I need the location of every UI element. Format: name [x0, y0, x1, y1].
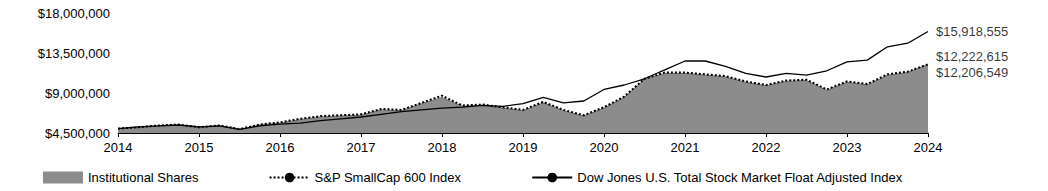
svg-text:Dow Jones U.S. Total Stock Mar: Dow Jones U.S. Total Stock Market Float … — [577, 170, 902, 185]
svg-text:2020: 2020 — [590, 140, 619, 155]
svg-text:2023: 2023 — [833, 140, 862, 155]
svg-text:2024: 2024 — [914, 140, 943, 155]
svg-text:$12,222,615: $12,222,615 — [936, 49, 1008, 64]
svg-text:$4,500,000: $4,500,000 — [45, 126, 110, 141]
svg-text:Institutional Shares: Institutional Shares — [88, 170, 199, 185]
svg-text:S&P SmallCap 600 Index: S&P SmallCap 600 Index — [315, 170, 462, 185]
svg-text:2015: 2015 — [185, 140, 214, 155]
svg-text:2017: 2017 — [347, 140, 376, 155]
svg-text:2021: 2021 — [671, 140, 700, 155]
svg-text:2022: 2022 — [752, 140, 781, 155]
svg-text:2014: 2014 — [104, 140, 133, 155]
svg-text:$15,918,555: $15,918,555 — [936, 24, 1008, 39]
svg-text:2018: 2018 — [428, 140, 457, 155]
svg-text:$9,000,000: $9,000,000 — [45, 86, 110, 101]
svg-text:2019: 2019 — [509, 140, 538, 155]
svg-text:$18,000,000: $18,000,000 — [38, 6, 110, 21]
svg-text:2016: 2016 — [266, 140, 295, 155]
svg-text:$12,206,549: $12,206,549 — [936, 65, 1008, 80]
svg-text:$13,500,000: $13,500,000 — [38, 46, 110, 61]
